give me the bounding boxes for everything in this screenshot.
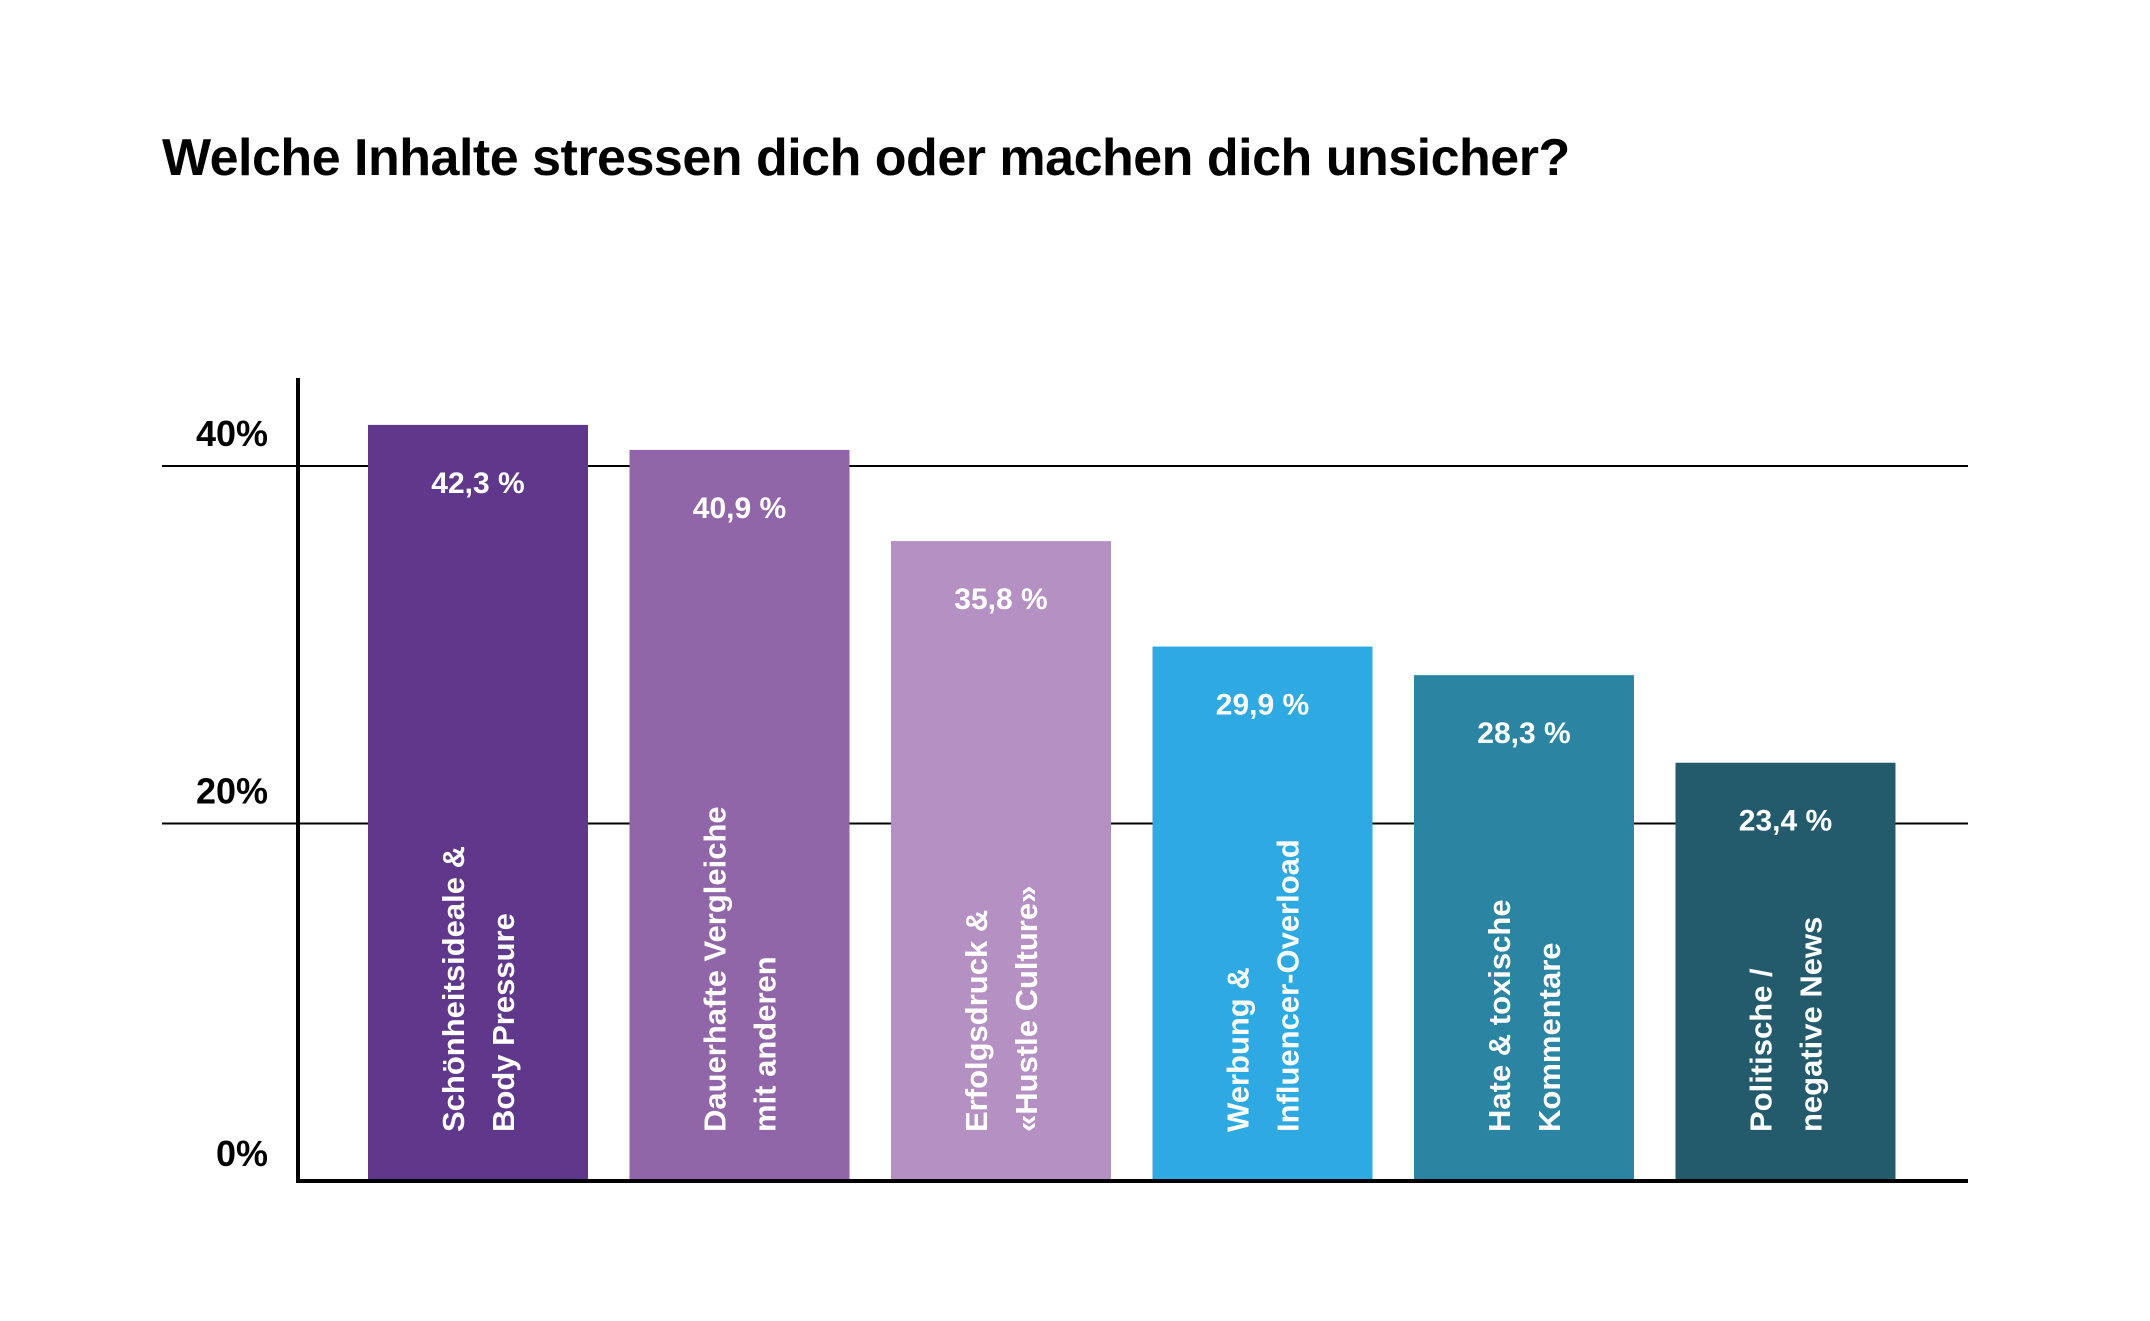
bar-group: 28,3 % Hate & toxische Kommentare [1414, 675, 1634, 1181]
bar [368, 424, 588, 1181]
chart-title: Welche Inhalte stressen dich oder machen… [162, 129, 1570, 187]
value-label: 23,4 % [1739, 805, 1832, 838]
bar [1152, 646, 1373, 1181]
bars: 42,3 % Schönheitsideale & Body Pressure 40,… [368, 424, 1896, 1182]
value-label: 42,3 % [431, 467, 524, 500]
category-label: «Hustle Culture» [1009, 886, 1044, 1132]
y-tick-label: 0% [216, 1133, 268, 1174]
category-label: Kommentare [1532, 943, 1567, 1133]
y-tick-label: 40% [196, 413, 268, 454]
category-label: Dauerhafte Vergleiche [698, 806, 733, 1132]
value-label: 29,9 % [1216, 689, 1309, 722]
bar [1414, 675, 1634, 1181]
bar [629, 449, 850, 1182]
bar-group: 29,9 % Werbung & Influencer-Overload [1152, 646, 1373, 1181]
bar-group: 42,3 % Schönheitsideale & Body Pressure [368, 424, 588, 1181]
y-tick-label: 20% [196, 771, 268, 812]
category-label: Influencer-Overload [1271, 839, 1306, 1132]
category-label: Politische / [1744, 968, 1779, 1132]
category-label: Schönheitsideale & [436, 846, 471, 1132]
value-label: 28,3 % [1477, 717, 1570, 750]
category-label: Body Pressure [486, 913, 521, 1132]
category-label: mit anderen [748, 956, 783, 1132]
bar-group: 23,4 % Politische / negative News [1675, 762, 1896, 1181]
category-label: Hate & toxische [1482, 899, 1517, 1132]
bar-group: 35,8 % Erfolgsdruck & «Hustle Culture» [891, 541, 1111, 1181]
bar [1675, 762, 1896, 1181]
bar-group: 40,9 % Dauerhafte Vergleiche mit anderen [629, 449, 850, 1182]
category-label: negative News [1794, 917, 1829, 1132]
axes [296, 378, 1968, 1183]
y-tick-labels: 0% 20% 40% [196, 413, 268, 1174]
category-label: Erfolgsdruck & [959, 910, 994, 1132]
bar [891, 541, 1111, 1181]
value-label: 35,8 % [954, 583, 1047, 616]
value-label: 40,9 % [693, 492, 786, 525]
category-label: Werbung & [1221, 967, 1256, 1132]
